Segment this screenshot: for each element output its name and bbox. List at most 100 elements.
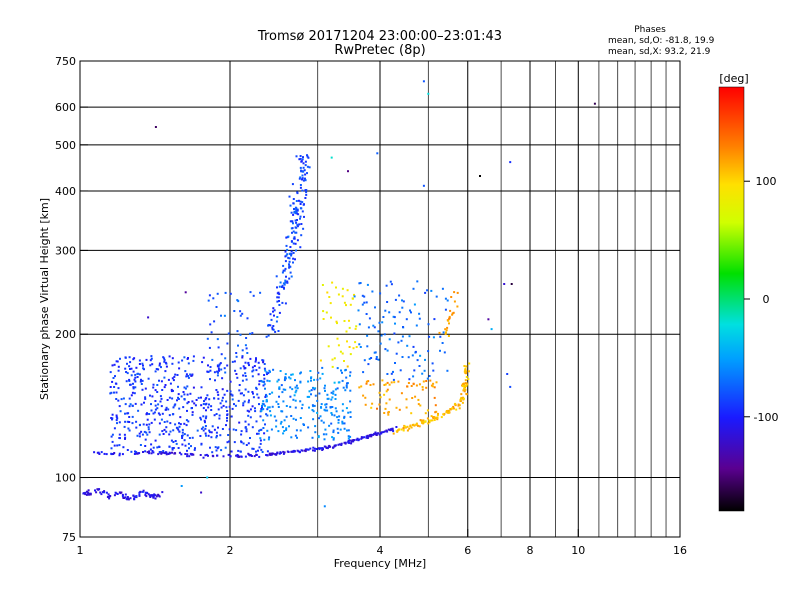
scatter-point <box>136 376 139 378</box>
scatter-point <box>263 374 266 376</box>
scatter-point <box>241 355 244 358</box>
scatter-point <box>265 398 268 401</box>
scatter-point <box>226 410 229 412</box>
scatter-point <box>439 349 441 352</box>
scatter-point <box>116 444 119 447</box>
scatter-point <box>245 337 248 339</box>
scatter-point <box>268 369 271 372</box>
scatter-point <box>415 324 418 327</box>
scatter-point <box>128 365 131 368</box>
scatter-point <box>265 395 268 398</box>
scatter-point <box>185 375 188 378</box>
scatter-point <box>297 213 300 216</box>
scatter-point <box>129 497 132 500</box>
colorbar-tick-label: 0 <box>763 293 770 306</box>
scatter-point <box>421 421 424 424</box>
scatter-point <box>226 389 229 392</box>
scatter-point <box>312 386 314 389</box>
scatter-point <box>139 380 142 383</box>
scatter-point <box>326 447 329 450</box>
scatter-point <box>258 380 261 383</box>
scatter-point <box>434 416 437 419</box>
scatter-point <box>215 436 218 439</box>
scatter-point <box>336 416 339 419</box>
scatter-point <box>346 289 349 292</box>
scatter-point <box>248 454 251 457</box>
scatter-point <box>210 331 213 334</box>
scatter-point <box>210 431 213 434</box>
scatter-point <box>323 505 326 508</box>
scatter-point <box>238 389 241 392</box>
scatter-point <box>298 158 301 161</box>
scatter-point <box>393 316 396 319</box>
scatter-point <box>385 402 388 405</box>
scatter-point <box>300 449 303 452</box>
scatter-point <box>300 223 303 225</box>
x-axis-label: Frequency [MHz] <box>334 557 426 570</box>
scatter-point <box>429 419 432 422</box>
scatter-point <box>382 431 385 434</box>
scatter-point <box>375 432 378 435</box>
scatter-point <box>172 429 175 432</box>
stats-x-mode: mean, sd,X: 93.2, 21.9 <box>608 47 711 57</box>
scatter-point <box>246 352 249 354</box>
scatter-point <box>284 250 287 253</box>
scatter-point <box>210 436 213 439</box>
scatter-point <box>115 492 118 495</box>
scatter-point <box>266 414 269 417</box>
scatter-point <box>226 342 229 345</box>
scatter-point <box>278 452 281 455</box>
scatter-point <box>376 407 378 410</box>
scatter-point <box>436 418 439 421</box>
scatter-point <box>147 426 150 429</box>
scatter-point <box>202 407 205 410</box>
scatter-point <box>217 426 219 429</box>
scatter-point <box>215 306 218 308</box>
scatter-point <box>424 291 427 294</box>
scatter-point <box>156 407 159 410</box>
scatter-point <box>257 449 259 452</box>
scatter-point <box>290 254 293 257</box>
scatter-point <box>299 166 302 169</box>
scatter-point <box>292 417 295 420</box>
scatter-point <box>215 389 218 391</box>
scatter-point <box>141 388 144 391</box>
scatter-point <box>228 405 231 408</box>
scatter-point <box>261 402 264 405</box>
scatter-point <box>259 439 262 442</box>
scatter-point <box>336 387 339 390</box>
scatter-point <box>237 449 240 452</box>
scatter-point <box>283 379 286 382</box>
scatter-point <box>153 418 156 421</box>
scatter-point <box>272 310 274 313</box>
scatter-point <box>295 429 298 432</box>
scatter-point <box>312 418 315 421</box>
scatter-point <box>197 396 200 399</box>
scatter-point <box>181 359 184 362</box>
scatter-point <box>117 387 120 390</box>
scatter-point <box>331 436 334 439</box>
scatter-point <box>337 344 340 347</box>
scatter-point <box>337 419 340 421</box>
scatter-point <box>247 401 250 404</box>
scatter-point <box>438 331 441 334</box>
scatter-point <box>362 394 365 397</box>
scatter-point <box>386 381 389 384</box>
scatter-point <box>124 367 127 370</box>
scatter-point <box>189 373 192 376</box>
scatter-point <box>230 415 233 418</box>
scatter-point <box>143 430 146 433</box>
scatter-point <box>432 369 435 372</box>
scatter-point <box>299 176 302 179</box>
scatter-point <box>384 348 387 351</box>
scatter-point <box>421 388 424 391</box>
scatter-point <box>417 398 420 401</box>
scatter-point <box>406 344 409 347</box>
scatter-point <box>165 408 167 411</box>
scatter-point <box>320 447 322 450</box>
scatter-point <box>341 352 344 355</box>
scatter-point <box>151 395 154 398</box>
scatter-point <box>98 488 101 491</box>
scatter-point <box>340 369 342 372</box>
scatter-point <box>183 422 186 425</box>
